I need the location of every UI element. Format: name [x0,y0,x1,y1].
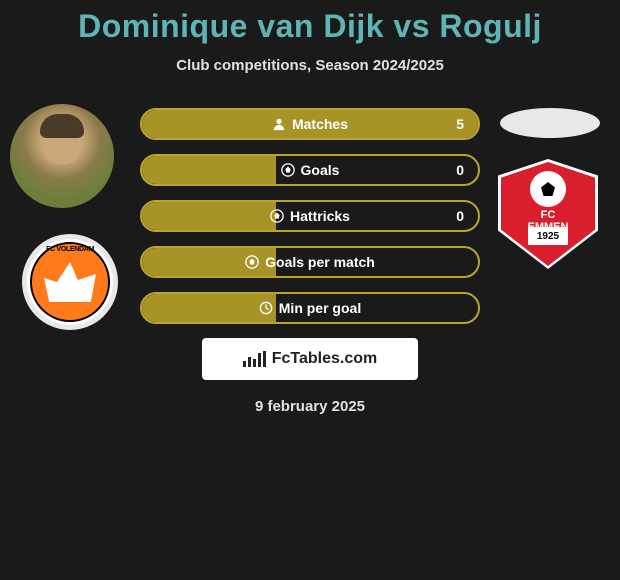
soccer-ball-icon [530,171,566,207]
person-icon [272,117,286,131]
player-photo-left [10,104,114,208]
ball-icon [270,209,284,223]
brand-text: FcTables.com [272,350,378,368]
stat-label: Min per goal [259,300,361,316]
subtitle: Club competitions, Season 2024/2025 [0,57,620,74]
stat-label: Goals per match [245,254,375,270]
bars-icon [243,351,266,367]
stat-row-hattricks: Hattricks 0 [140,200,480,232]
stat-value: 0 [456,208,464,224]
clock-icon [259,301,273,315]
stat-label: Matches [272,116,348,132]
stat-label-text: Matches [292,116,348,132]
comparison-area: FC VOLENDAM FC EMMEN 1925 Matches 5 [0,104,620,415]
player-photo-right-placeholder [500,108,600,138]
fctables-badge[interactable]: FcTables.com [202,338,418,380]
stat-fill [142,156,276,184]
stat-label: Goals [281,162,340,178]
stat-fill [142,294,276,322]
stat-label: Hattricks [270,208,350,224]
ball-icon [281,163,295,177]
stat-row-min-per-goal: Min per goal [140,292,480,324]
club-right-name-1: FC [541,209,556,221]
club-right-year: 1925 [498,231,598,242]
stat-value: 0 [456,162,464,178]
stat-row-goals: Goals 0 [140,154,480,186]
club-logo-right: FC EMMEN 1925 [498,159,598,269]
stat-value: 5 [456,116,464,132]
ball-icon [245,255,259,269]
stat-row-matches: Matches 5 [140,108,480,140]
stat-label-text: Goals [301,162,340,178]
page-title: Dominique van Dijk vs Rogulj [0,0,620,45]
club-logo-left: FC VOLENDAM [22,234,118,330]
stat-label-text: Hattricks [290,208,350,224]
stats-list: Matches 5 Goals 0 Hattricks 0 Goals [140,104,480,324]
club-left-name: FC VOLENDAM [32,246,108,253]
stat-row-goals-per-match: Goals per match [140,246,480,278]
date-text: 9 february 2025 [0,398,620,415]
stat-label-text: Goals per match [265,254,375,270]
stat-fill [142,202,276,230]
stat-label-text: Min per goal [279,300,361,316]
